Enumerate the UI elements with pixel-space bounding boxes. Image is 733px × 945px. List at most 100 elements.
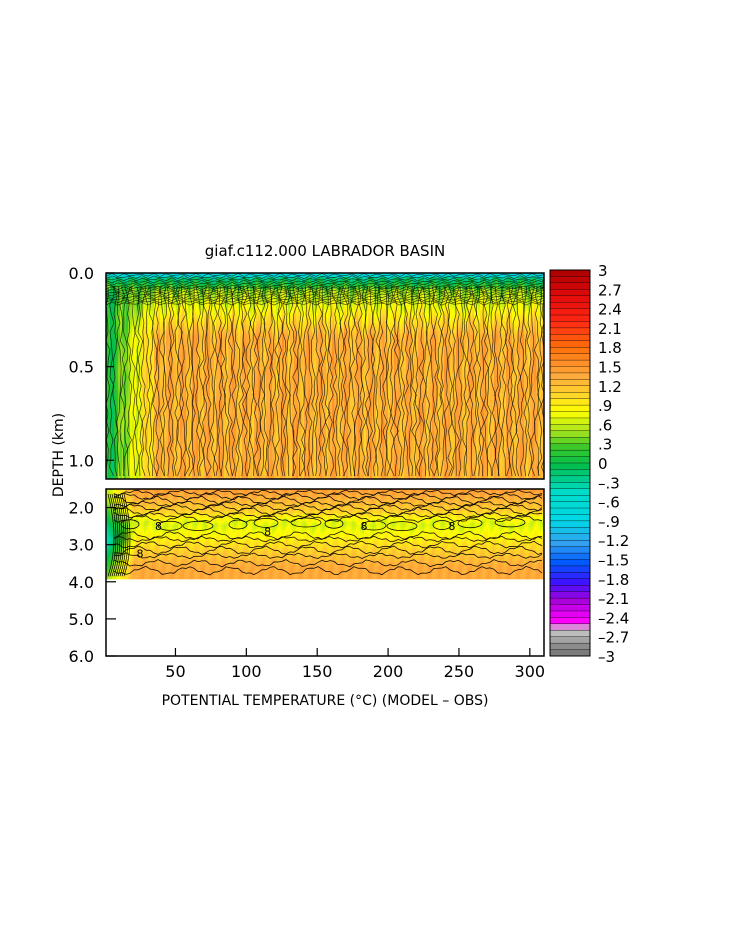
x-tick-label: 100 bbox=[231, 662, 262, 681]
y-tick-label: 1.0 bbox=[69, 451, 94, 470]
colorbar-band bbox=[550, 424, 590, 431]
x-axis-label: POTENTIAL TEMPERATURE (°C) (MODEL – OBS) bbox=[162, 693, 489, 709]
colorbar-band bbox=[550, 482, 590, 489]
upper-panel bbox=[106, 273, 546, 479]
colorbar-tick-label: 1.8 bbox=[598, 339, 622, 357]
colorbar-band bbox=[550, 469, 590, 476]
colorbar-band bbox=[550, 289, 590, 296]
colorbar-band bbox=[550, 514, 590, 521]
colorbar-band bbox=[550, 334, 590, 341]
colorbar-band bbox=[550, 341, 590, 348]
y-tick-label: 3.0 bbox=[69, 536, 94, 555]
contour-label: 8 bbox=[137, 548, 144, 561]
colorbar-band bbox=[550, 321, 590, 328]
colorbar-tick-label: .3 bbox=[598, 436, 612, 454]
colorbar-band bbox=[550, 379, 590, 386]
colorbar-band bbox=[550, 643, 590, 650]
colorbar-band bbox=[550, 572, 590, 579]
colorbar-tick-label: –2.1 bbox=[598, 590, 629, 608]
colorbar-band bbox=[550, 605, 590, 612]
chart-title: giaf.c112.000 LABRADOR BASIN bbox=[205, 242, 445, 260]
x-tick-label: 50 bbox=[165, 662, 185, 681]
colorbar-band bbox=[550, 412, 590, 419]
colorbar-band bbox=[550, 386, 590, 393]
colorbar-band bbox=[550, 476, 590, 483]
colorbar-tick-label: –.3 bbox=[598, 474, 620, 492]
y-tick-label: 0.0 bbox=[69, 264, 94, 283]
colorbar-band bbox=[550, 302, 590, 309]
colorbar: 32.7 2.42.11.8 1.51.2.9.6 .30–.3 –.6–.9–1.2 –… bbox=[550, 262, 629, 666]
colorbar-band bbox=[550, 450, 590, 457]
colorbar-band bbox=[550, 611, 590, 618]
colorbar-band bbox=[550, 457, 590, 464]
colorbar-tick-label: –1.5 bbox=[598, 552, 629, 570]
colorbar-band bbox=[550, 276, 590, 283]
y-tick-label: 4.0 bbox=[69, 573, 94, 592]
colorbar-band bbox=[550, 579, 590, 586]
contour-label: 8 bbox=[155, 520, 162, 533]
colorbar-band bbox=[550, 540, 590, 547]
colorbar-tick-label: 2.7 bbox=[598, 281, 622, 299]
colorbar-band bbox=[550, 431, 590, 438]
colorbar-band bbox=[550, 309, 590, 316]
y-tick-label: 0.5 bbox=[69, 358, 94, 377]
colorbar-band bbox=[550, 521, 590, 528]
colorbar-band bbox=[550, 617, 590, 624]
colorbar-tick-label: –2.4 bbox=[598, 609, 629, 627]
x-tick-label: 200 bbox=[373, 662, 404, 681]
colorbar-tick-label: .9 bbox=[598, 397, 612, 415]
colorbar-band bbox=[550, 283, 590, 290]
contour-label: 8 bbox=[360, 520, 367, 533]
lower-panel bbox=[106, 489, 544, 656]
colorbar-tick-label: –2.7 bbox=[598, 629, 629, 647]
colorbar-band bbox=[550, 502, 590, 509]
y-tick-label: 5.0 bbox=[69, 610, 94, 629]
colorbar-tick-label: –.6 bbox=[598, 494, 620, 512]
colorbar-band bbox=[550, 624, 590, 631]
colorbar-tick-label: –3 bbox=[598, 648, 615, 666]
colorbar-band bbox=[550, 650, 590, 657]
colorbar-band bbox=[550, 527, 590, 534]
colorbar-band bbox=[550, 354, 590, 361]
colorbar-band bbox=[550, 328, 590, 335]
colorbar-tick-label: 3 bbox=[598, 262, 608, 280]
colorbar-band bbox=[550, 495, 590, 502]
colorbar-band bbox=[550, 585, 590, 592]
y-tick-label: 6.0 bbox=[69, 647, 94, 666]
x-tick-label: 150 bbox=[302, 662, 333, 681]
colorbar-tick-label: 2.1 bbox=[598, 320, 622, 338]
colorbar-tick-label: –1.8 bbox=[598, 571, 629, 589]
colorbar-band bbox=[550, 489, 590, 496]
colorbar-band bbox=[550, 598, 590, 605]
x-tick-label: 250 bbox=[444, 662, 475, 681]
colorbar-band bbox=[550, 437, 590, 444]
colorbar-band bbox=[550, 630, 590, 637]
contour-label: 8 bbox=[448, 520, 455, 533]
colorbar-band bbox=[550, 347, 590, 354]
colorbar-tick-label: 1.5 bbox=[598, 359, 622, 377]
colorbar-tick-label: .6 bbox=[598, 416, 612, 434]
colorbar-tick-label: –1.2 bbox=[598, 532, 629, 550]
colorbar-band bbox=[550, 315, 590, 322]
colorbar-band bbox=[550, 373, 590, 380]
colorbar-band bbox=[550, 508, 590, 515]
colorbar-band bbox=[550, 405, 590, 412]
colorbar-tick-label: –.9 bbox=[598, 513, 620, 531]
colorbar-tick-label: 1.2 bbox=[598, 378, 622, 396]
colorbar-band bbox=[550, 547, 590, 554]
x-tick-label: 300 bbox=[515, 662, 546, 681]
colorbar-band bbox=[550, 463, 590, 470]
colorbar-band bbox=[550, 418, 590, 425]
x-axis: 50 100 150 200 250 300 bbox=[165, 648, 545, 681]
colorbar-band bbox=[550, 553, 590, 560]
colorbar-tick-label: 2.4 bbox=[598, 301, 622, 319]
colorbar-band bbox=[550, 444, 590, 451]
contour-label: 8 bbox=[264, 525, 271, 538]
colorbar-band bbox=[550, 566, 590, 573]
colorbar-band bbox=[550, 534, 590, 541]
colorbar-band bbox=[550, 392, 590, 399]
y-axis-label: DEPTH (km) bbox=[51, 413, 67, 497]
colorbar-band bbox=[550, 592, 590, 599]
colorbar-tick-label: 0 bbox=[598, 455, 608, 473]
